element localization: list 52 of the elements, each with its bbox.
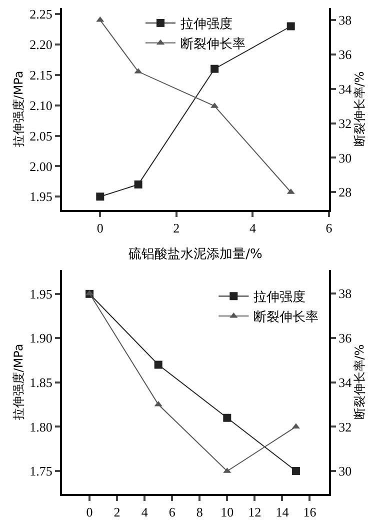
legend-label: 断裂伸长率	[180, 36, 246, 52]
y-tick-label: 1.95	[30, 189, 52, 204]
y-tick-label: 1.90	[30, 330, 52, 346]
x-tick-label: 0	[96, 220, 104, 236]
point	[286, 22, 295, 30]
y2-tick-label: 36	[338, 47, 352, 62]
y-axis-title: 拉伸强度/MPa	[11, 344, 26, 420]
y-tick-label: 2.15	[30, 67, 52, 82]
y-tick-label: 2.10	[30, 98, 52, 113]
y2-axis-title: 断裂伸长率/%	[352, 71, 366, 147]
x-tick-label: 14	[276, 504, 290, 520]
x-tick-label: 16	[303, 504, 317, 520]
x-tick-label: 12	[248, 504, 262, 520]
y-tick-label: 2.20	[30, 37, 52, 52]
y2-tick-label: 28	[338, 184, 352, 200]
y2-tick-label: 32	[338, 116, 352, 131]
legend-label: 拉伸强度	[254, 289, 306, 306]
x-tick-label: 2	[173, 220, 180, 236]
y2-tick-label: 30	[338, 464, 352, 479]
point	[223, 414, 232, 422]
x-tick-label: 4	[249, 220, 256, 236]
y2-axis-title: 断裂伸长率/%	[352, 344, 366, 420]
point	[210, 64, 219, 73]
x-tick-label: 2	[114, 504, 120, 520]
y2-tick-label: 32	[338, 419, 352, 434]
y2-tick-label: 36	[338, 330, 352, 346]
legend-label: 拉伸强度	[180, 16, 232, 32]
y2-tick-label: 34	[338, 374, 352, 390]
y-tick-label: 1.95	[30, 286, 52, 302]
y2-tick-label: 38	[338, 286, 352, 302]
x-axis-title: 硫铝酸盐水泥添加量/%	[128, 247, 262, 262]
y-tick-label: 1.75	[30, 464, 52, 479]
y-axis-title: 拉伸强度/MPa	[11, 70, 26, 148]
y2-tick-label: 38	[338, 12, 352, 28]
x-tick-label: 4	[141, 504, 148, 520]
x-tick-label: 0	[86, 504, 93, 520]
x-tick-label: 6	[168, 504, 176, 520]
y2-tick-label: 34	[338, 81, 352, 96]
x-tick-label: 6	[326, 220, 333, 236]
point	[292, 466, 300, 475]
point	[134, 180, 142, 188]
y-tick-label: 1.80	[30, 419, 52, 434]
point	[96, 192, 104, 201]
legend-label: 断裂伸长率	[254, 309, 319, 326]
y-tick-label: 1.85	[30, 374, 52, 390]
y-tick-label: 2.00	[30, 158, 52, 174]
x-tick-label: 10	[220, 504, 234, 520]
point	[154, 360, 162, 369]
y-tick-label: 2.05	[30, 128, 52, 144]
x-tick-label: 8	[196, 504, 203, 520]
y2-tick-label: 30	[338, 150, 352, 166]
y-tick-label: 2.25	[30, 6, 52, 22]
